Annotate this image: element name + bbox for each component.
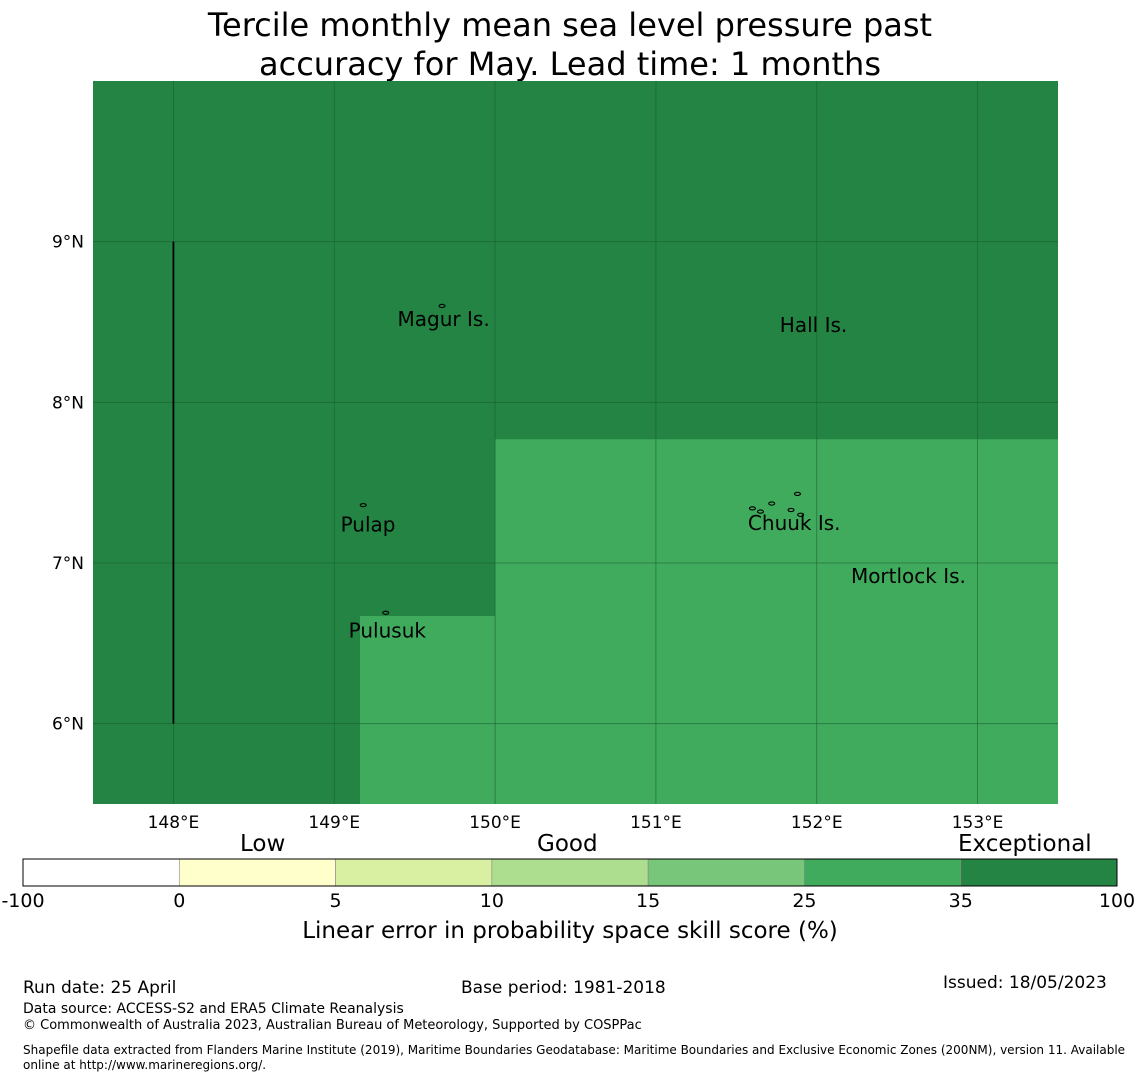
copyright: © Commonwealth of Australia 2023, Austra… [23,1018,642,1033]
place-label: Pulap [341,512,396,536]
colorbar-frame [22,858,1118,887]
lon-tick-label: 152°E [791,813,843,833]
run-date: Run date: 25 April [23,978,177,998]
place-label: Magur Is. [398,307,490,331]
colorbar-tick-label: 10 [479,890,504,912]
shapefile-credit: Shapefile data extracted from Flanders M… [23,1043,1126,1072]
colorbar-tick-label: -100 [1,890,45,912]
island-outline-5 [768,501,776,506]
colorbar-bin-5 [804,858,962,887]
lon-tick-label: 153°E [952,813,1004,833]
colorbar-tick-label: 0 [173,890,186,912]
lat-tick-label: 7°N [52,554,84,574]
island-outline-4 [756,509,765,514]
colorbar-bin-1 [178,858,336,887]
island-outline-6 [787,507,795,513]
colorbar-bin-0 [22,858,180,887]
colorbar-tick-label: 25 [792,890,817,912]
island-outline-1 [359,503,367,508]
place-label: Chuuk Is. [748,511,841,535]
island-outline-7 [793,491,802,497]
island-outline-3 [748,506,756,511]
lon-tick-label: 150°E [469,813,521,833]
island-outline-2 [382,610,390,615]
colorbar-bin-2 [335,858,493,887]
lat-tick-label: 9°N [52,233,84,253]
colorbar-tick-label: 35 [948,890,973,912]
map-title: Tercile monthly mean sea level pressure … [0,6,1140,84]
colorbar-tick-label: 100 [1098,890,1136,912]
colorbar-tick-label: 5 [329,890,342,912]
colorbar-axis-label: Linear error in probability space skill … [302,918,838,944]
colorbar-bin-3 [491,858,649,887]
title-line-2: accuracy for May. Lead time: 1 months [258,45,881,83]
place-label: Hall Is. [780,313,847,337]
colorbar-bin-6 [960,858,1118,887]
lat-tick-label: 8°N [52,393,84,413]
lon-tick-label: 151°E [630,813,682,833]
colorbar-label-good: Good [537,831,598,857]
place-label: Mortlock Is. [851,564,966,588]
base-period: Base period: 1981-2018 [461,978,666,998]
colorbar-tick-label: 15 [636,890,661,912]
skill-region-1 [495,439,1058,804]
lat-tick-label: 6°N [52,715,84,735]
place-label: Pulusuk [349,618,427,642]
colorbar-bin-4 [647,858,805,887]
lon-tick-label: 149°E [308,813,360,833]
issued-date: Issued: 18/05/2023 [943,973,1107,993]
data-source: Data source: ACCESS-S2 and ERA5 Climate … [23,1001,404,1017]
lon-tick-label: 148°E [148,813,200,833]
skill-region-2 [359,616,496,804]
title-line-1: Tercile monthly mean sea level pressure … [207,6,933,44]
colorbar-label-exceptional: Exceptional [958,831,1092,857]
colorbar-label-low: Low [240,831,286,857]
island-outline-8 [797,512,805,517]
island-outline-0 [438,303,446,309]
